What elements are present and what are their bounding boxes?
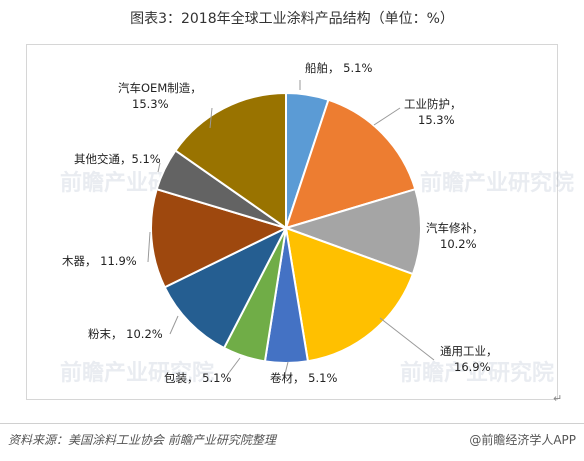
chart-title: 图表3：2018年全球工业涂料产品结构（单位：%） (130, 11, 454, 27)
pie-slice (163, 225, 289, 350)
slice-label: 木器， 11.9% (62, 254, 137, 268)
return-mark: ↵ (553, 392, 563, 405)
leader-line (379, 317, 435, 361)
slice-label: 卷材， 5.1% (270, 371, 337, 385)
slice-label: 船舶， 5.1% (305, 61, 372, 75)
brand-credit: @前瞻经济学人APP (469, 433, 576, 447)
slice-label: 粉末， 10.2% (88, 327, 163, 341)
chart-frame (26, 44, 558, 400)
pie-slice (150, 187, 289, 289)
slice-label: 工业防护， 15.3% (404, 97, 462, 127)
slice-label: 汽车修补， 10.2% (426, 221, 484, 251)
slice-label: 其他交通，5.1% (74, 152, 161, 166)
watermark: 前瞻产业研究院 (400, 361, 555, 386)
footer-divider (0, 423, 584, 424)
pie-slice (284, 226, 415, 363)
slice-label: 包装， 5.1% (164, 371, 231, 385)
slice-label: 通用工业， 16.9% (440, 344, 498, 374)
leader-line (209, 107, 213, 129)
pie-slice (282, 187, 422, 276)
pie-slice (174, 91, 287, 230)
leader-line (147, 231, 151, 263)
source-note: 资料来源：美国涂料工业协会 前瞻产业研究院整理 (8, 433, 276, 447)
pie-slice (284, 98, 417, 230)
leader-line (373, 107, 401, 126)
watermark: 前瞻产业研究院 (420, 171, 575, 196)
watermark: 前瞻产业研究院 (60, 361, 215, 386)
leader-line (284, 361, 289, 375)
slice-label: 汽车OEM制造， 15.3% (118, 81, 202, 111)
leader-line (169, 315, 179, 335)
leader-line (157, 162, 161, 173)
leader-line (227, 357, 241, 375)
